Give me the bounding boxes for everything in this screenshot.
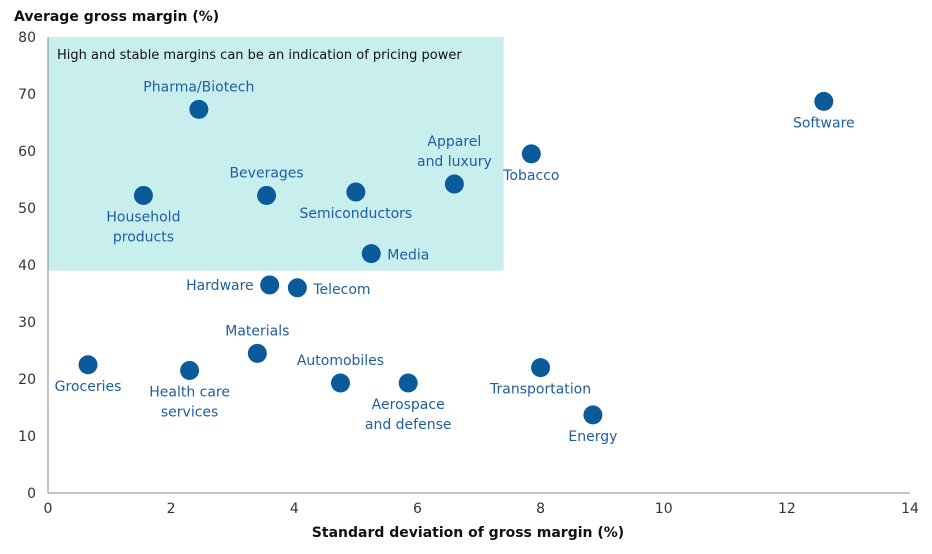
data-point xyxy=(444,174,464,194)
data-point-label: Apparel xyxy=(427,134,481,150)
y-tick-label: 20 xyxy=(18,372,36,388)
x-tick-label: 4 xyxy=(290,501,299,517)
data-point xyxy=(189,99,209,119)
y-tick-label: 60 xyxy=(18,144,36,160)
data-point-label: and defense xyxy=(365,417,452,433)
data-point-label: Media xyxy=(387,248,429,264)
data-point-label: Telecom xyxy=(312,282,370,298)
data-point-label: Transportation xyxy=(489,382,591,398)
data-point xyxy=(133,185,153,205)
data-point-label: Health care xyxy=(149,384,230,400)
data-point-label: Beverages xyxy=(229,165,303,181)
data-point xyxy=(330,373,350,393)
data-point-label: services xyxy=(161,404,218,420)
x-tick-label: 10 xyxy=(655,501,673,517)
data-point-label: Household xyxy=(106,209,180,225)
data-points: Groceries Household products Health care ser… xyxy=(55,79,855,445)
data-point xyxy=(521,144,541,164)
x-tick-label: 8 xyxy=(536,501,545,517)
data-point xyxy=(180,360,200,380)
data-point xyxy=(814,91,834,111)
x-tick-labels: 0 2 4 6 8 10 12 14 xyxy=(44,501,919,517)
y-tick-label: 10 xyxy=(18,429,36,445)
data-point xyxy=(583,405,603,425)
data-point-label: Energy xyxy=(568,429,617,445)
data-point-label: and luxury xyxy=(417,154,492,170)
data-point xyxy=(361,244,381,264)
y-tick-label: 80 xyxy=(18,30,36,46)
highlight-region-label: High and stable margins can be an indica… xyxy=(57,48,462,63)
data-point-label: Tobacco xyxy=(502,168,559,184)
x-tick-label: 6 xyxy=(413,501,422,517)
data-point-label: Groceries xyxy=(55,379,122,395)
y-tick-labels: 0 10 20 30 40 50 60 70 80 xyxy=(18,30,36,502)
data-point-label: Pharma/Biotech xyxy=(143,79,254,95)
data-point xyxy=(257,185,277,205)
data-point-label: Semiconductors xyxy=(299,206,412,222)
data-point xyxy=(346,182,366,202)
x-tick-label: 0 xyxy=(44,501,53,517)
data-point-label: Materials xyxy=(225,323,289,339)
x-tick-label: 12 xyxy=(778,501,796,517)
y-tick-label: 50 xyxy=(18,201,36,217)
y-tick-label: 0 xyxy=(27,486,36,502)
data-point xyxy=(531,358,551,378)
highlight-region xyxy=(48,37,504,271)
y-tick-label: 40 xyxy=(18,258,36,274)
data-point-label: Hardware xyxy=(186,278,254,294)
x-axis-label: Standard deviation of gross margin (%) xyxy=(312,525,624,541)
y-tick-label: 30 xyxy=(18,315,36,331)
y-tick-label: 70 xyxy=(18,87,36,103)
y-axis-label: Average gross margin (%) xyxy=(14,9,219,25)
x-tick-label: 2 xyxy=(167,501,176,517)
data-point xyxy=(247,343,267,363)
data-point-label: products xyxy=(113,229,174,245)
data-point-label: Automobiles xyxy=(297,353,384,369)
data-point xyxy=(260,275,280,295)
data-point xyxy=(398,373,418,393)
data-point xyxy=(287,278,307,298)
data-point xyxy=(78,355,98,375)
data-point-label: Software xyxy=(793,115,855,131)
data-point-label: Aerospace xyxy=(372,397,445,413)
x-tick-label: 14 xyxy=(901,501,919,517)
